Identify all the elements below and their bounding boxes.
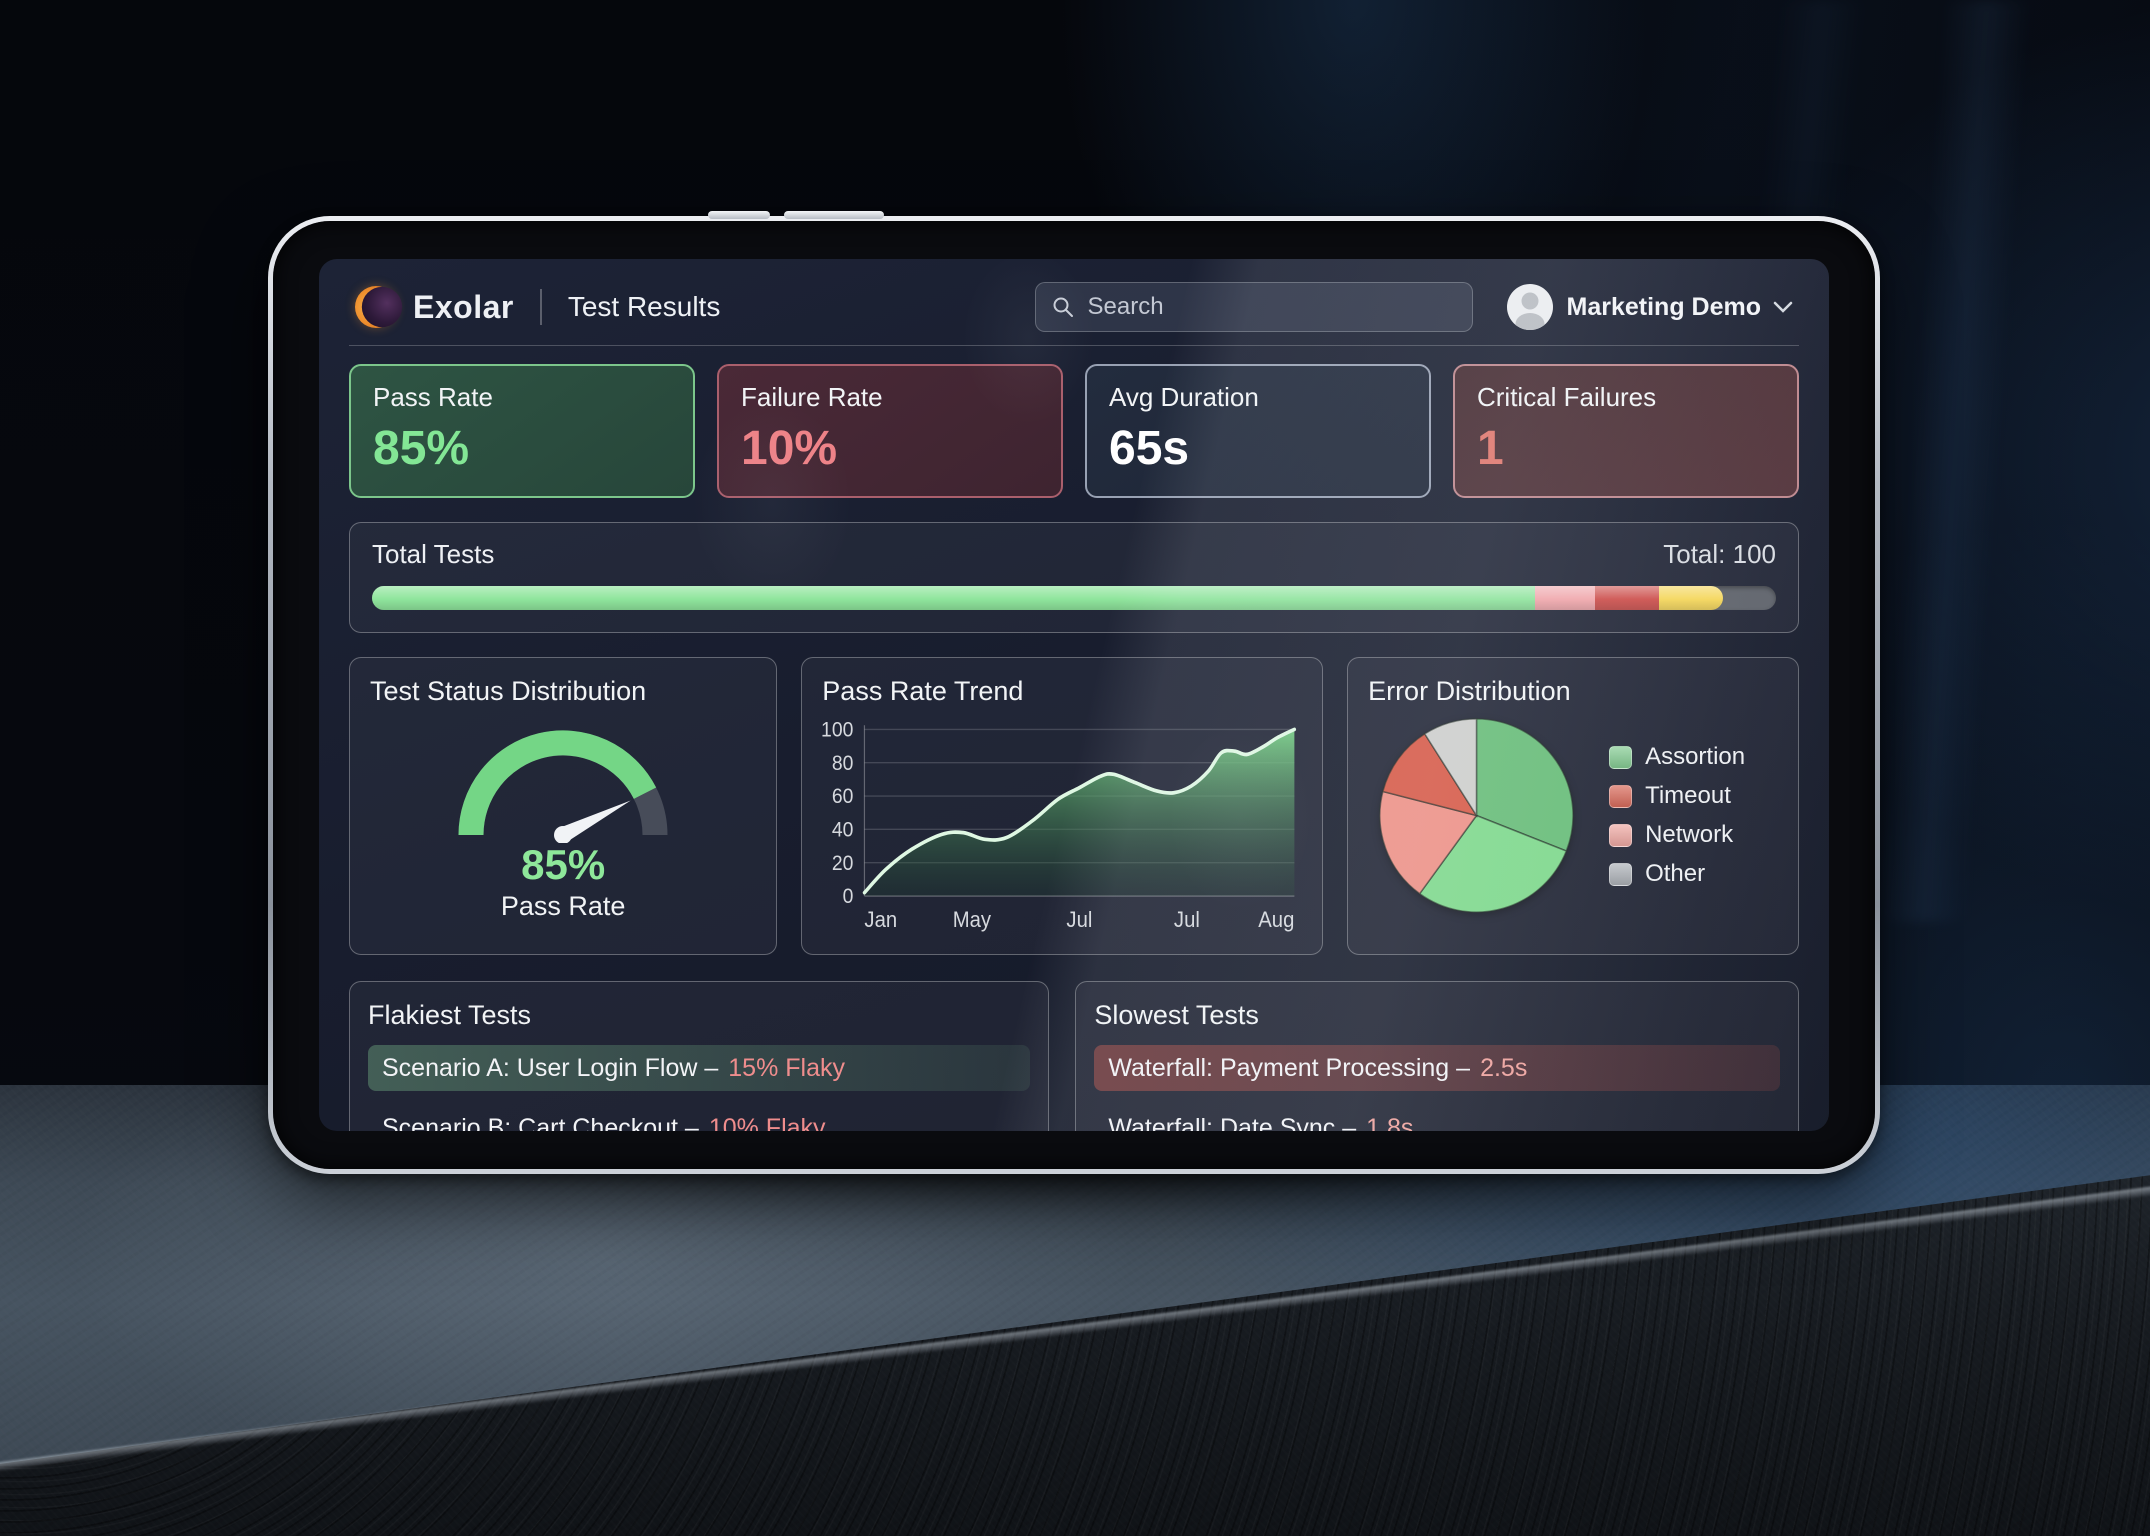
pie-chart <box>1379 718 1574 913</box>
svg-text:100: 100 <box>822 718 853 742</box>
brand-name: Exolar <box>413 288 514 325</box>
search-icon <box>1053 297 1073 317</box>
legend-swatch <box>1609 862 1633 886</box>
card-title: Error Distribution <box>1368 676 1571 706</box>
tablet-button <box>784 211 884 219</box>
total-tests-card: Total Tests Total: 100 <box>349 522 1799 633</box>
bar-segment <box>372 586 1535 610</box>
kpi-label: Failure Rate <box>741 382 883 412</box>
test-name: Waterfall: Payment Processing – <box>1108 1053 1471 1082</box>
kpi-label: Avg Duration <box>1109 382 1259 412</box>
pass-rate-trend-card: Pass Rate Trend 0 20 40 60 80 100 Jan May Jul Jul… <box>801 657 1324 955</box>
total-tests-bar <box>372 586 1776 610</box>
test-value: 10% Flaky <box>708 1113 826 1132</box>
kpi-value: 65s <box>1109 422 1190 475</box>
pie-wrap: Assortion Timeout Network Other <box>1368 713 1778 918</box>
svg-text:20: 20 <box>832 851 854 875</box>
card-title: Flakiest Tests <box>368 1000 532 1030</box>
test-value: 1.8s <box>1366 1113 1414 1132</box>
kpi-value: 1 <box>1477 422 1504 475</box>
legend-item: Other <box>1609 860 1745 888</box>
total-tests-label: Total Tests <box>372 539 495 569</box>
svg-text:May: May <box>953 907 992 932</box>
user-name: Marketing Demo <box>1566 292 1761 321</box>
gauge-chart <box>458 730 668 843</box>
kpi-row: Pass Rate 85% Failure Rate 10% Avg Durat… <box>349 364 1799 498</box>
tablet-screen: Exolar Test Results <box>319 259 1829 1131</box>
svg-text:80: 80 <box>832 751 854 775</box>
flakiest-tests-card: Flakiest Tests Scenario A: User Login Fl… <box>349 981 1050 1132</box>
svg-text:40: 40 <box>832 818 854 842</box>
tablet-bezel: Exolar Test Results <box>273 221 1875 1169</box>
list-item[interactable]: Waterfall: Payment Processing – 2.5s <box>1094 1045 1780 1091</box>
kpi-avg-duration: Avg Duration 65s <box>1085 364 1431 498</box>
kpi-critical-failures: Critical Failures 1 <box>1453 364 1799 498</box>
tablet-device: Exolar Test Results <box>268 211 1880 1174</box>
kpi-failure-rate: Failure Rate 10% <box>717 364 1063 498</box>
svg-text:Jul: Jul <box>1067 907 1093 932</box>
total-tests-count: Total: 100 <box>1663 539 1776 569</box>
charts-row: Test Status Distribution 85% Pass Rate P… <box>349 657 1799 955</box>
gauge-value: 85% <box>521 841 606 888</box>
error-distribution-card: Error Distribution Assortion Timeout Netwo… <box>1347 657 1799 955</box>
kpi-pass-rate: Pass Rate 85% <box>349 364 695 498</box>
kpi-label: Pass Rate <box>373 382 493 412</box>
kpi-label: Critical Failures <box>1477 382 1657 412</box>
header-divider <box>539 289 542 325</box>
chevron-down-icon <box>1773 301 1793 313</box>
kpi-value: 85% <box>373 422 470 475</box>
test-name: Scenario B: Cart Checkout – <box>382 1113 699 1132</box>
card-title: Test Status Distribution <box>370 676 647 706</box>
legend-swatch <box>1609 745 1633 769</box>
legend-label: Timeout <box>1645 782 1731 809</box>
search-box[interactable] <box>1034 282 1473 332</box>
search-input[interactable] <box>1085 292 1456 322</box>
gauge-label: Pass Rate <box>500 891 626 921</box>
svg-text:Aug: Aug <box>1259 907 1295 932</box>
svg-text:Jan: Jan <box>865 907 898 932</box>
user-menu[interactable]: Marketing Demo <box>1506 284 1793 330</box>
legend-label: Other <box>1645 860 1706 887</box>
svg-text:0: 0 <box>843 884 854 908</box>
list-item[interactable]: Scenario B: Cart Checkout – 10% Flaky <box>368 1105 1030 1132</box>
test-name: Scenario A: User Login Flow – <box>382 1053 719 1082</box>
legend-label: Assortion <box>1645 743 1746 770</box>
legend-swatch <box>1609 823 1633 847</box>
slowest-tests-card: Slowest Tests Waterfall: Payment Process… <box>1075 981 1799 1131</box>
bar-segment <box>1534 586 1595 610</box>
gauge-wrap: 85% Pass Rate <box>370 709 756 942</box>
legend-item: Assortion <box>1609 743 1745 771</box>
legend-label: Network <box>1645 821 1734 848</box>
top-bar: Exolar Test Results <box>349 275 1799 346</box>
test-value: 2.5s <box>1480 1053 1528 1082</box>
svg-text:Jul: Jul <box>1174 907 1200 932</box>
pie-legend: Assortion Timeout Network Other <box>1609 732 1745 899</box>
total-tests-header: Total Tests Total: 100 <box>372 539 1776 570</box>
lists-row: Flakiest Tests Scenario A: User Login Fl… <box>349 981 1799 1131</box>
legend-item: Network <box>1609 821 1745 849</box>
bar-segment <box>1659 586 1723 610</box>
trend-chart: 0 20 40 60 80 100 Jan May Jul Jul Aug <box>822 718 1297 932</box>
exolar-logo-icon <box>355 286 397 328</box>
card-title: Pass Rate Trend <box>822 676 1024 706</box>
svg-text:60: 60 <box>832 784 854 808</box>
list-item[interactable]: Waterfall: Date Sync – 1.8s <box>1094 1105 1780 1132</box>
page-title: Test Results <box>567 291 721 322</box>
test-value: 15% Flaky <box>728 1053 845 1082</box>
avatar <box>1506 284 1553 330</box>
test-name: Waterfall: Date Sync – <box>1108 1113 1357 1132</box>
card-title: Slowest Tests <box>1094 1000 1259 1030</box>
legend-item: Timeout <box>1609 782 1745 810</box>
tablet-button <box>708 211 770 219</box>
kpi-value: 10% <box>741 422 838 475</box>
dashboard: Exolar Test Results <box>319 259 1829 1131</box>
person-icon <box>1515 292 1545 330</box>
test-status-distribution-card: Test Status Distribution 85% Pass Rate <box>349 657 778 955</box>
legend-swatch <box>1609 784 1633 808</box>
list-item[interactable]: Scenario A: User Login Flow – 15% Flaky <box>368 1045 1031 1091</box>
bar-segment <box>1594 586 1660 610</box>
